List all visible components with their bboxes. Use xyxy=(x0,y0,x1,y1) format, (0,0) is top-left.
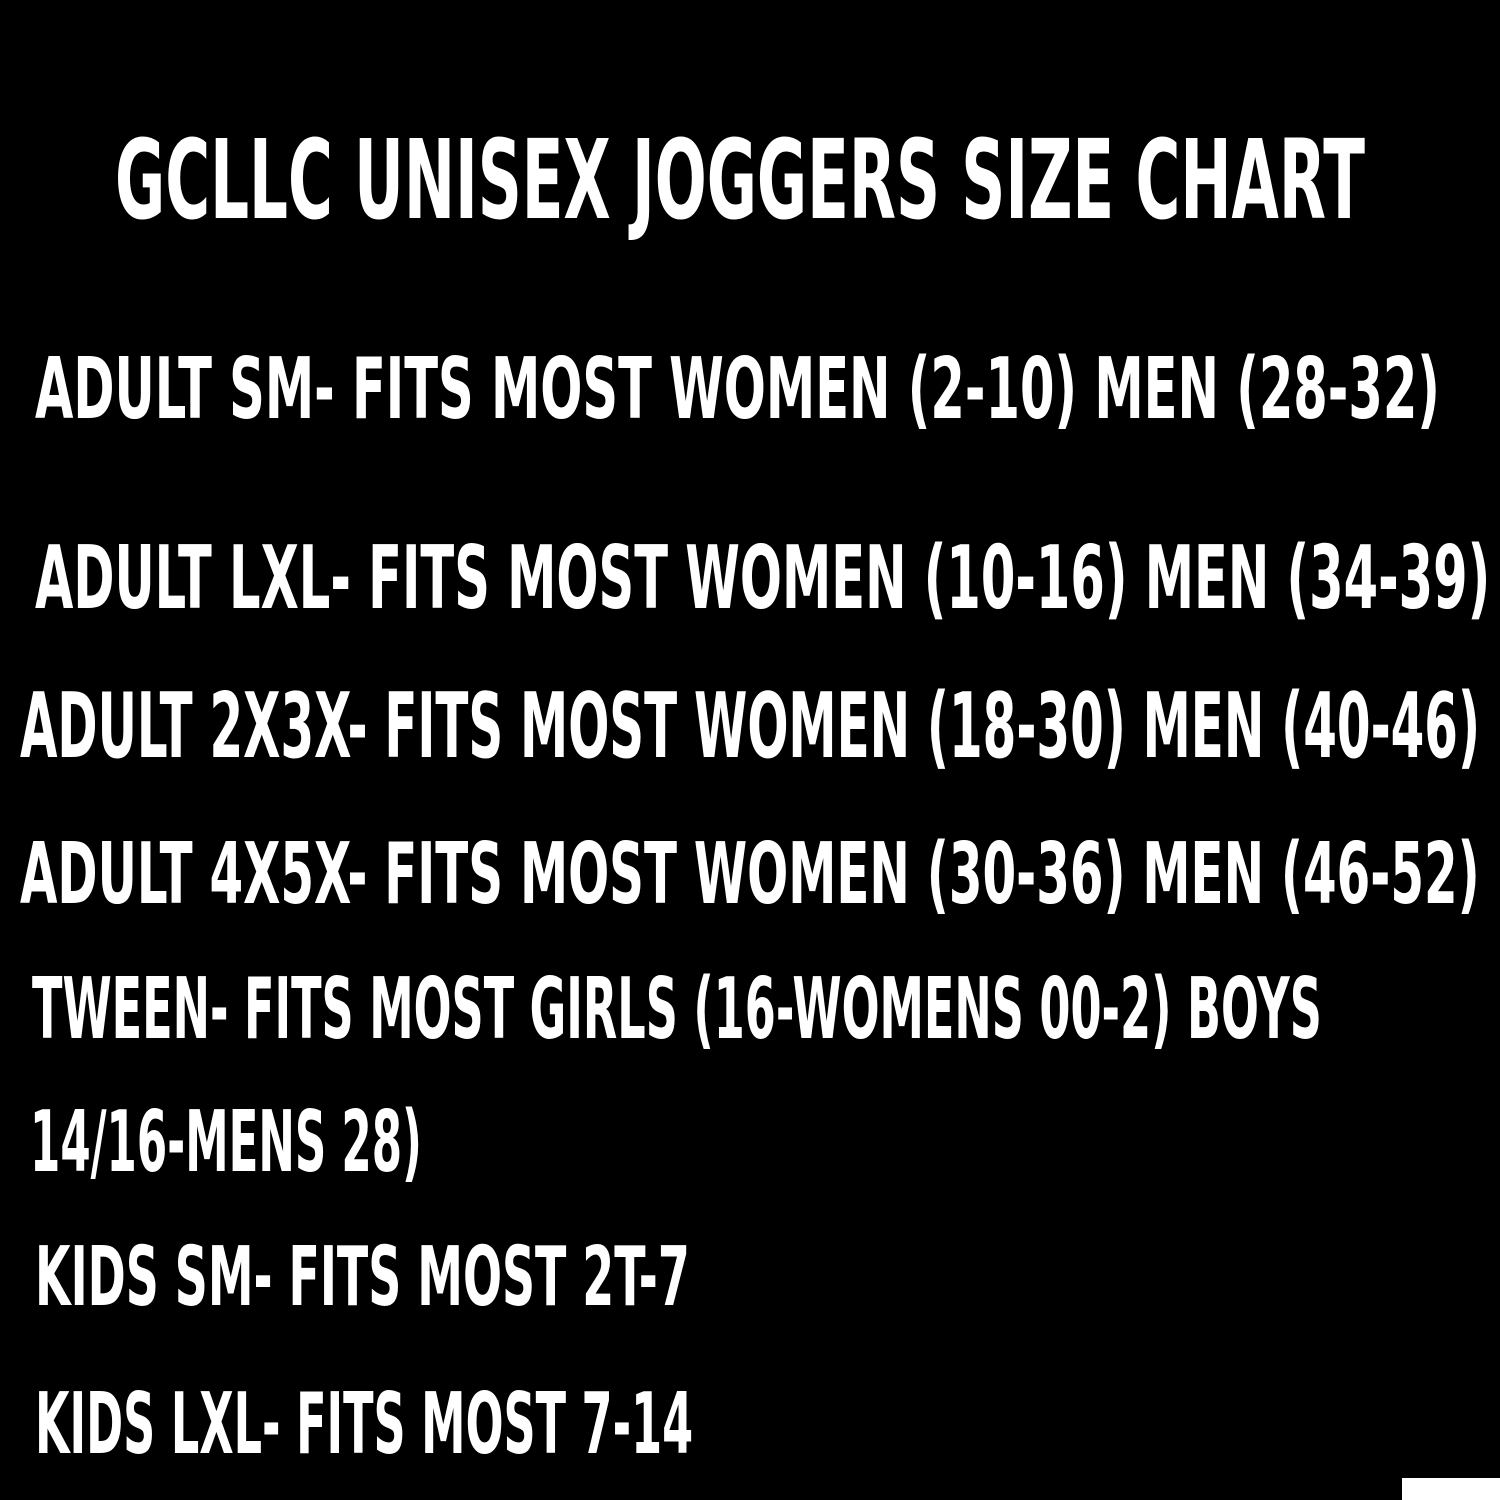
size-adult-lxl: ADULT LXL- FITS MOST WOMEN (10-16) MEN (… xyxy=(35,527,1491,630)
size-adult-4x5x: ADULT 4X5X- FITS MOST WOMEN (30-36) MEN … xyxy=(20,825,1480,924)
chart-title: GCLLC UNISEX JOGGERS SIZE CHART xyxy=(115,116,1365,245)
white-corner-block xyxy=(1402,1478,1500,1500)
size-adult-2x3x: ADULT 2X3X- FITS MOST WOMEN (18-30) MEN … xyxy=(20,673,1481,779)
size-kids-lxl: KIDS LXL- FITS MOST 7-14 xyxy=(35,1375,694,1474)
size-tween-line1: TWEEN- FITS MOST GIRLS (16-WOMENS 00-2) … xyxy=(32,960,1322,1059)
size-adult-sm: ADULT SM- FITS MOST WOMEN (2-10) MEN (28… xyxy=(35,340,1440,439)
size-kids-sm: KIDS SM- FITS MOST 2T-7 xyxy=(35,1229,690,1325)
size-tween-line2: 14/16-MENS 28) xyxy=(30,1093,422,1192)
